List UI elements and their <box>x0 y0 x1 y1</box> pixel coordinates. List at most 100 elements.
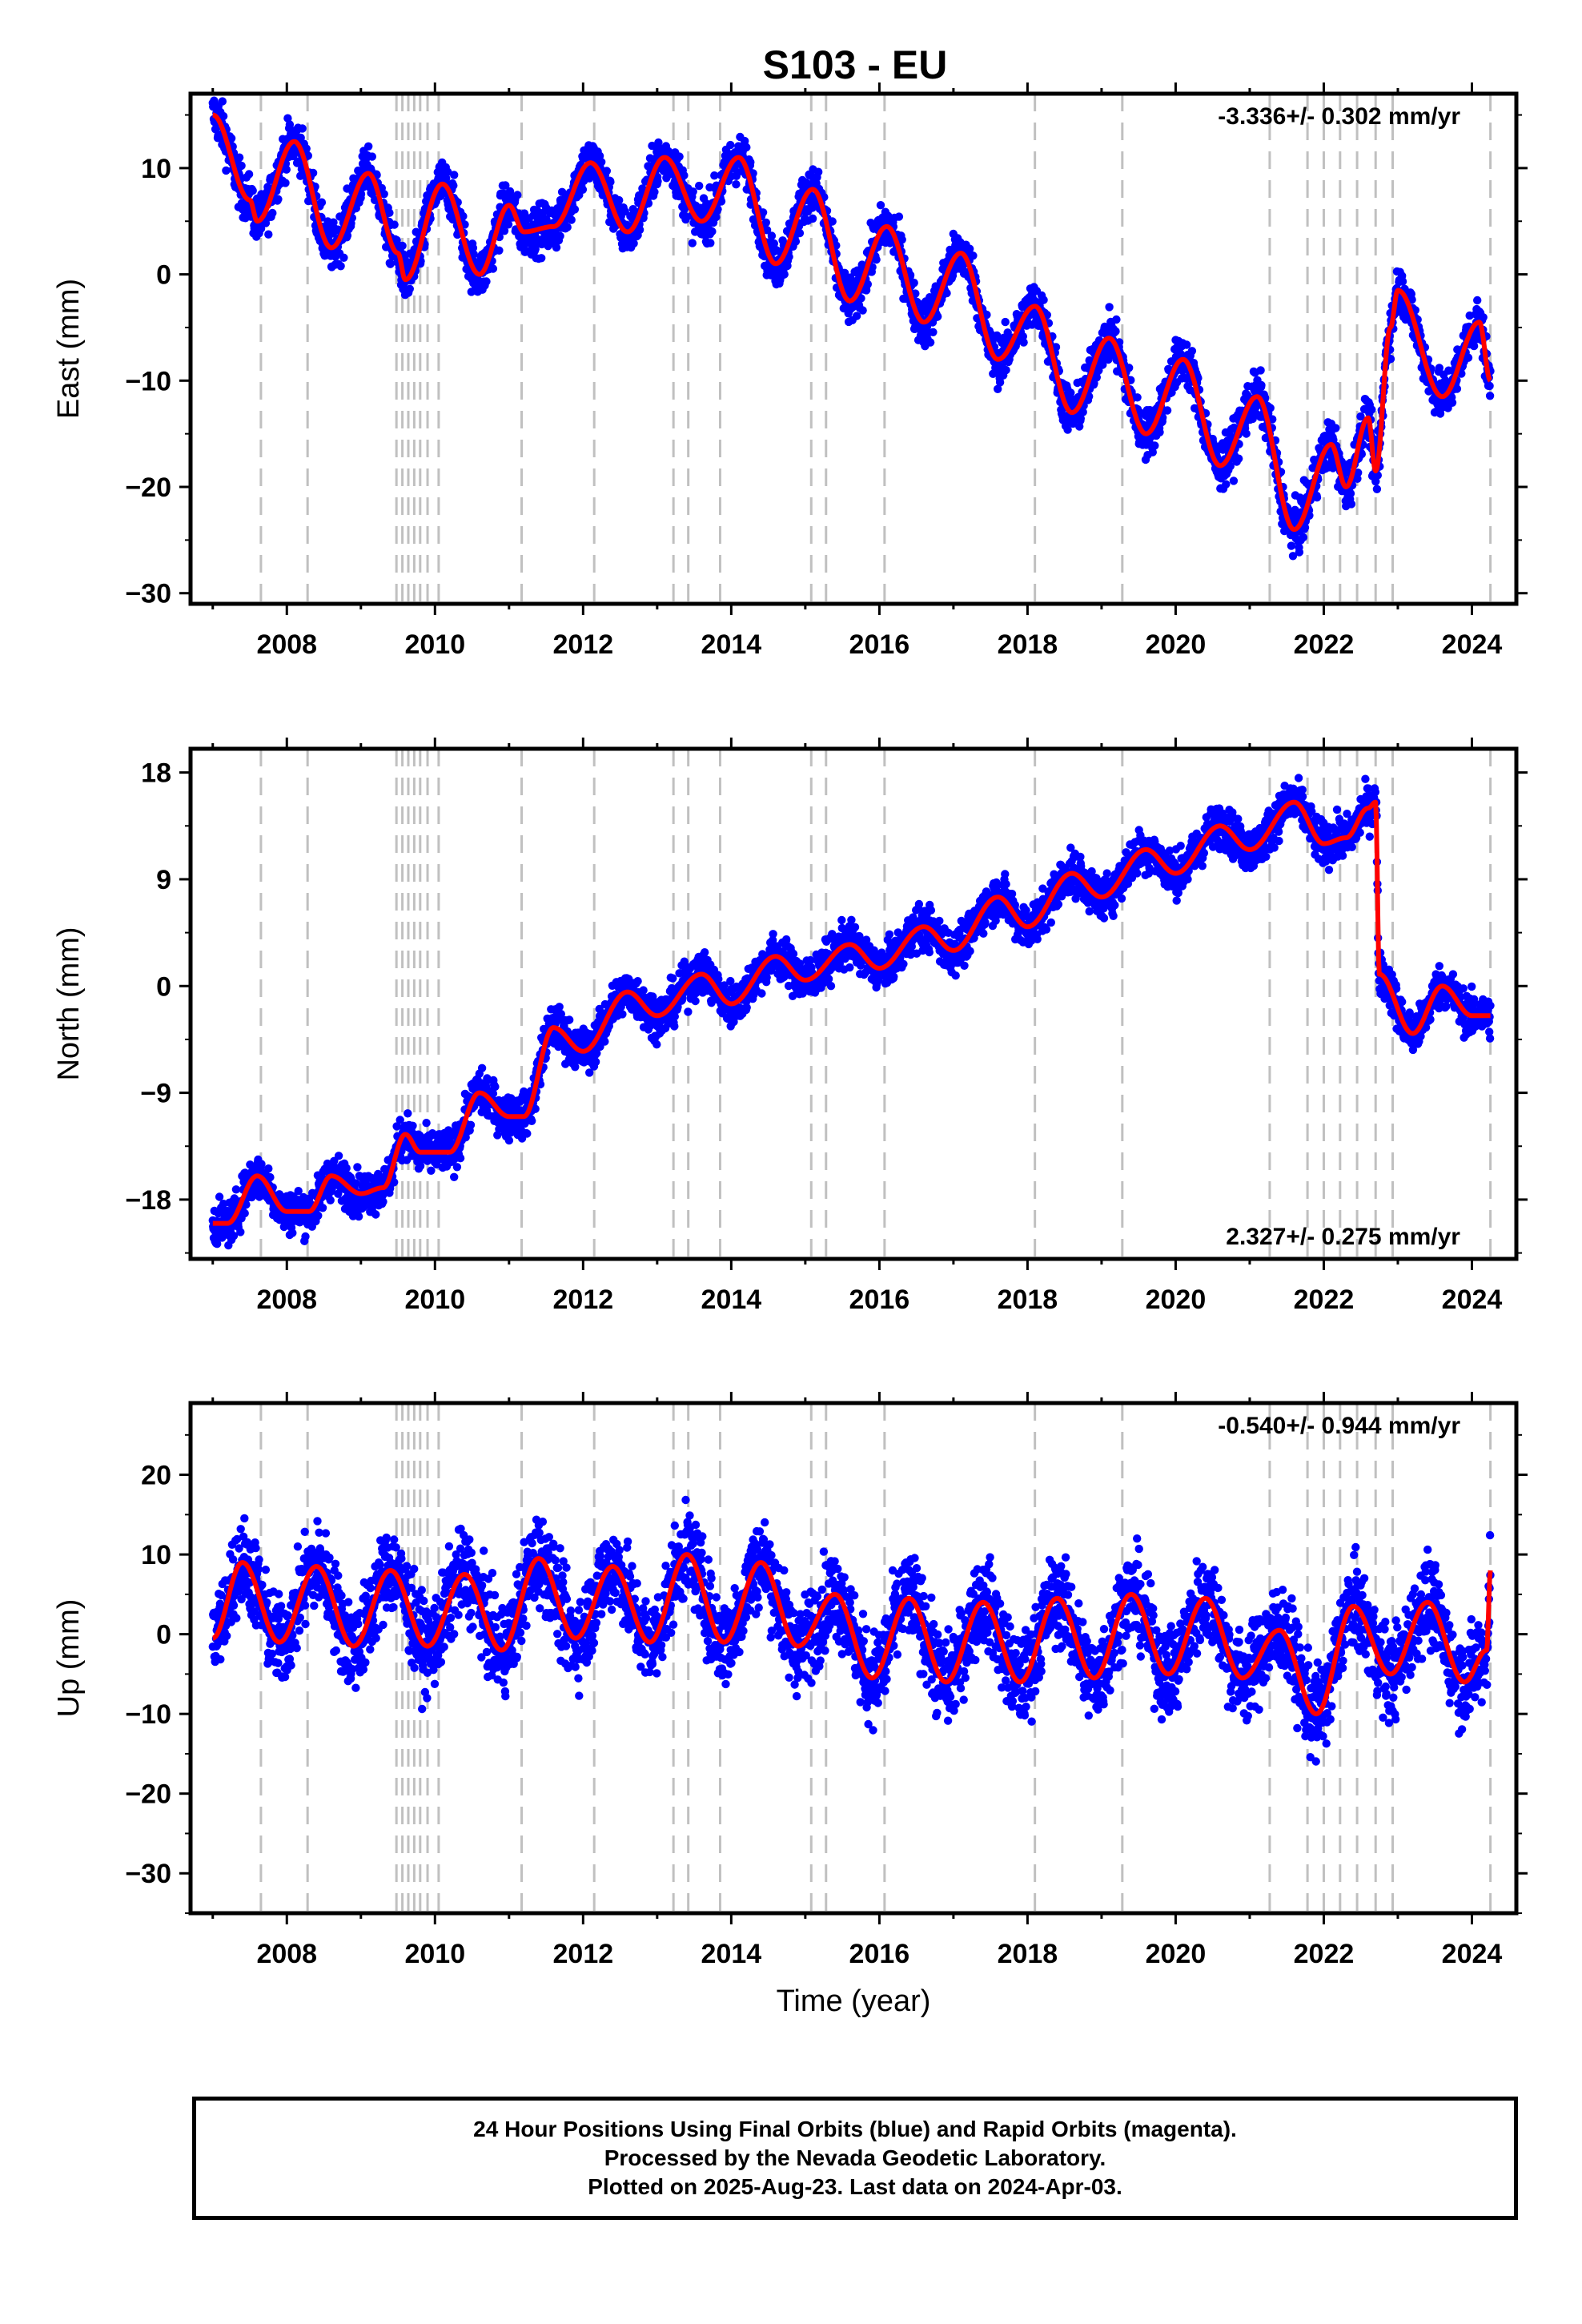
data-point <box>858 306 867 315</box>
y-tick-label: −20 <box>125 472 171 503</box>
data-point <box>222 166 231 175</box>
data-point <box>1312 493 1322 502</box>
data-point <box>650 187 659 196</box>
data-point <box>248 186 257 195</box>
data-point <box>785 252 793 261</box>
data-point <box>283 114 292 123</box>
y-tick-label: 0 <box>156 260 171 291</box>
data-point <box>795 228 805 238</box>
data-point <box>597 158 606 167</box>
data-point <box>308 168 318 178</box>
data-point <box>318 1204 327 1212</box>
data-point <box>1372 485 1382 493</box>
data-point <box>909 279 918 287</box>
data-point <box>231 1185 241 1194</box>
data-point <box>578 185 588 194</box>
y-tick-label: −30 <box>125 579 171 609</box>
data-point <box>491 1082 500 1092</box>
data-point <box>742 143 751 152</box>
data-point <box>1242 429 1251 438</box>
data-point <box>513 191 522 199</box>
data-point <box>1111 327 1120 336</box>
data-point <box>385 208 394 217</box>
data-point <box>367 152 376 161</box>
data-point <box>422 1119 431 1128</box>
data-point <box>1435 409 1445 418</box>
data-point <box>531 244 540 254</box>
data-point <box>488 264 498 273</box>
data-point <box>229 1232 239 1240</box>
data-point <box>1299 533 1308 542</box>
data-point <box>1398 277 1407 286</box>
data-point <box>371 1210 380 1219</box>
data-point <box>288 1228 297 1237</box>
data-point <box>1076 414 1086 423</box>
data-point <box>1019 338 1028 347</box>
data-point <box>1150 441 1159 450</box>
data-point <box>780 270 789 279</box>
data-point <box>1066 388 1075 397</box>
data-point <box>1266 404 1275 412</box>
data-point <box>504 220 513 229</box>
data-point <box>528 1116 536 1126</box>
panel-frame <box>188 91 1519 606</box>
data-point <box>537 254 546 263</box>
data-point <box>688 239 697 247</box>
data-point <box>570 205 580 214</box>
data-point <box>213 1240 222 1248</box>
data-point <box>339 253 348 262</box>
data-point <box>1133 393 1142 402</box>
data-point <box>808 214 817 223</box>
data-point <box>1001 317 1010 327</box>
data-point <box>706 239 715 247</box>
data-point <box>296 133 305 143</box>
data-point <box>1300 523 1310 532</box>
data-point <box>266 1172 275 1182</box>
data-point <box>852 312 861 320</box>
data-point <box>264 1164 273 1173</box>
data-point <box>1098 360 1107 369</box>
data-point <box>227 134 236 143</box>
data-point <box>708 227 717 236</box>
data-point <box>1018 332 1028 341</box>
data-point <box>1162 406 1172 415</box>
chart-title: S103 - EU <box>763 42 948 87</box>
data-point <box>1256 366 1265 375</box>
data-point <box>326 1196 335 1205</box>
data-point <box>285 120 295 129</box>
data-point <box>1464 353 1473 362</box>
data-point <box>379 190 388 199</box>
data-point <box>495 246 504 255</box>
data-point <box>1222 480 1231 489</box>
data-point <box>654 138 663 147</box>
data-point <box>1148 448 1158 456</box>
data-point <box>1155 428 1164 436</box>
data-point <box>408 1121 417 1131</box>
data-point <box>761 218 770 227</box>
data-point <box>995 378 1005 387</box>
data-point <box>505 187 515 196</box>
data-point <box>282 165 291 174</box>
data-point <box>732 180 741 189</box>
data-point <box>1386 355 1395 364</box>
data-point <box>615 195 624 205</box>
data-point <box>695 181 704 191</box>
x-tick-label: 2022 <box>1294 629 1355 660</box>
data-point <box>897 235 906 244</box>
data-point <box>1291 505 1299 514</box>
data-point <box>219 111 228 121</box>
data-point <box>746 158 755 167</box>
data-point <box>1331 424 1340 432</box>
data-point <box>298 124 307 133</box>
plot-area <box>208 749 1495 1259</box>
data-point <box>1353 474 1362 483</box>
data-point <box>1485 381 1494 391</box>
data-point <box>1051 343 1061 352</box>
data-point <box>537 239 546 249</box>
data-point <box>469 250 478 259</box>
data-point <box>336 262 345 271</box>
data-point <box>982 310 991 320</box>
